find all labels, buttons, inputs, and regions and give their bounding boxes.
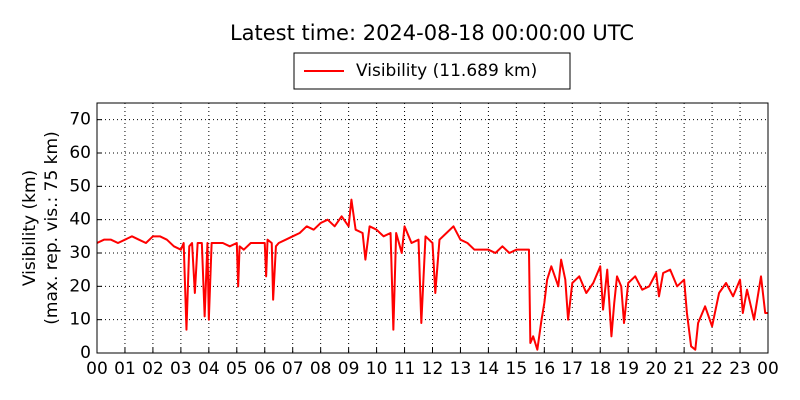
x-tick-label: 05 <box>226 359 248 379</box>
y-tick-label: 50 <box>69 176 91 196</box>
y-tick-label: 40 <box>69 210 91 230</box>
x-tick-label: 00 <box>757 359 779 379</box>
x-tick-label: 01 <box>114 359 136 379</box>
legend-label: Visibility (11.689 km) <box>356 61 537 81</box>
x-tick-label: 21 <box>673 359 695 379</box>
x-tick-label: 13 <box>450 359 472 379</box>
x-tick-label: 23 <box>729 359 751 379</box>
x-tick-label: 03 <box>170 359 192 379</box>
x-tick-label: 00 <box>86 359 108 379</box>
y-tick-label: 20 <box>69 276 91 296</box>
y-tick-label: 70 <box>69 110 91 130</box>
plot-frame <box>96 102 769 354</box>
x-tick-label: 18 <box>589 359 611 379</box>
y-axis-label: (max. rep. vis.: 75 km) <box>42 131 62 324</box>
x-tick-label: 06 <box>254 359 276 379</box>
y-tick-label: 0 <box>80 343 91 363</box>
x-tick-label: 20 <box>645 359 667 379</box>
x-tick-label: 09 <box>338 359 360 379</box>
x-tick-label: 11 <box>394 359 416 379</box>
x-tick-label: 14 <box>478 359 500 379</box>
x-tick-label: 19 <box>617 359 639 379</box>
x-tick-label: 02 <box>142 359 164 379</box>
y-axis-label: Visibility (km) <box>20 170 40 286</box>
x-tick-label: 04 <box>198 359 220 379</box>
y-tick-label: 60 <box>69 143 91 163</box>
x-tick-label: 08 <box>310 359 332 379</box>
y-tick-label: 10 <box>69 310 91 330</box>
x-tick-label: 15 <box>506 359 528 379</box>
x-tick-label: 16 <box>534 359 556 379</box>
x-tick-label: 12 <box>422 359 444 379</box>
data-line <box>96 198 768 351</box>
x-tick-label: 22 <box>701 359 723 379</box>
x-tick-label: 07 <box>282 359 304 379</box>
x-tick-label: 17 <box>561 359 583 379</box>
x-tick-label: 10 <box>366 359 388 379</box>
y-tick-label: 30 <box>69 243 91 263</box>
chart-title: Latest time: 2024-08-18 00:00:00 UTC <box>230 21 634 45</box>
